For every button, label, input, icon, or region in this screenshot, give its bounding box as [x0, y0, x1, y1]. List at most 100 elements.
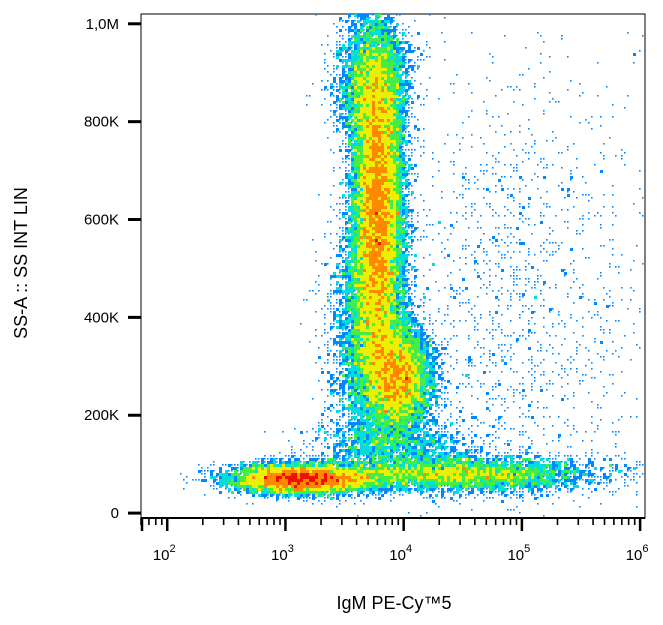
density-point	[360, 386, 363, 389]
density-point	[381, 122, 384, 125]
density-point	[573, 332, 575, 334]
density-point	[360, 158, 363, 161]
density-point	[369, 305, 372, 308]
density-point	[438, 431, 440, 433]
density-point	[414, 425, 417, 428]
density-point	[357, 83, 360, 86]
density-point	[372, 221, 375, 224]
density-point	[369, 341, 372, 344]
density-point	[357, 203, 360, 206]
density-point	[414, 305, 416, 307]
density-point	[378, 434, 380, 436]
density-point	[429, 428, 432, 431]
density-point	[594, 302, 597, 305]
density-point	[399, 140, 402, 143]
density-point	[369, 422, 372, 425]
density-point	[381, 62, 384, 65]
density-point	[345, 422, 347, 424]
density-point	[369, 269, 372, 272]
density-point	[390, 389, 393, 392]
density-point	[396, 422, 399, 425]
density-point	[351, 158, 354, 161]
density-point	[312, 239, 314, 241]
density-point	[468, 179, 470, 181]
density-point	[408, 344, 411, 347]
density-point	[336, 128, 339, 131]
density-point	[339, 350, 342, 353]
density-point	[378, 125, 381, 128]
density-point	[390, 221, 393, 224]
density-point	[357, 86, 360, 89]
density-point	[378, 110, 381, 113]
density-point	[336, 50, 339, 53]
density-point	[354, 434, 357, 437]
density-point	[360, 215, 363, 218]
density-point	[486, 407, 489, 410]
density-point	[402, 98, 405, 101]
density-point	[378, 203, 381, 206]
density-point	[363, 134, 366, 137]
density-point	[399, 203, 402, 206]
density-point	[363, 233, 366, 236]
density-point	[513, 251, 515, 253]
density-point	[426, 419, 429, 422]
density-point	[387, 47, 390, 50]
density-point	[390, 347, 393, 350]
density-point	[510, 143, 512, 145]
density-point	[369, 230, 372, 233]
density-point	[402, 38, 404, 40]
density-point	[408, 272, 410, 274]
density-point	[465, 287, 468, 290]
density-point	[408, 422, 410, 424]
density-point	[384, 122, 387, 125]
density-point	[372, 356, 375, 359]
density-point	[396, 353, 399, 356]
density-point	[408, 371, 411, 374]
density-point	[372, 362, 375, 365]
density-point	[381, 185, 384, 188]
density-point	[456, 428, 458, 430]
density-point	[390, 185, 393, 188]
density-point	[345, 206, 347, 208]
density-point	[363, 359, 366, 362]
density-point	[387, 383, 390, 386]
density-point	[399, 89, 402, 92]
density-point	[543, 371, 545, 373]
density-point	[387, 401, 390, 404]
density-point	[351, 278, 354, 281]
density-point	[408, 47, 411, 50]
density-point	[390, 362, 393, 365]
density-point	[528, 347, 531, 350]
density-point	[360, 119, 363, 122]
density-point	[369, 140, 372, 143]
density-point	[402, 206, 405, 209]
density-point	[345, 65, 348, 68]
density-point	[534, 296, 537, 299]
density-point	[393, 425, 396, 428]
density-point	[528, 410, 530, 412]
density-point	[372, 71, 375, 74]
density-point	[366, 137, 369, 140]
density-point	[318, 422, 320, 424]
density-point	[531, 266, 534, 269]
density-point	[387, 161, 390, 164]
density-point	[540, 161, 542, 163]
density-point	[549, 380, 551, 382]
density-point	[546, 407, 548, 409]
density-point	[354, 41, 357, 44]
density-point	[513, 290, 515, 292]
density-point	[339, 398, 342, 401]
density-point	[381, 410, 384, 413]
density-point	[321, 413, 324, 416]
density-point	[369, 377, 372, 380]
density-point	[387, 95, 390, 98]
density-point	[387, 302, 390, 305]
density-point	[405, 293, 407, 295]
density-point	[363, 395, 366, 398]
density-point	[363, 380, 366, 383]
density-point	[390, 233, 393, 236]
density-point	[549, 344, 551, 346]
density-point	[408, 305, 410, 307]
density-point	[375, 299, 378, 302]
density-point	[348, 428, 351, 431]
